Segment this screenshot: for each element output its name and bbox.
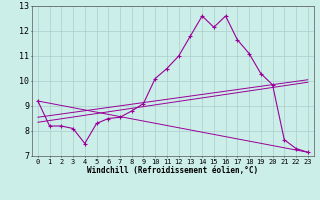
X-axis label: Windchill (Refroidissement éolien,°C): Windchill (Refroidissement éolien,°C) [87,166,258,175]
